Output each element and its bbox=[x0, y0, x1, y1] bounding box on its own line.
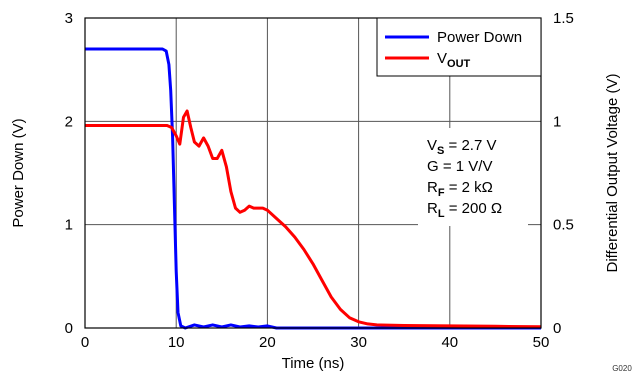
plot-frame bbox=[84, 17, 542, 329]
y-tick-label-left: 0 bbox=[65, 320, 73, 337]
legend-label-main: Power Down bbox=[437, 29, 522, 46]
y-tick-label-right: 1.5 bbox=[553, 10, 574, 27]
x-tick-label: 0 bbox=[81, 334, 89, 351]
y-tick-label-right: 0 bbox=[553, 320, 561, 337]
annotation-line-0: VS = 2.7 V bbox=[427, 137, 496, 157]
annotation-line-2: RF = 2 kΩ bbox=[427, 179, 493, 199]
x-tick-label: 40 bbox=[441, 334, 458, 351]
annotation-rest: = 2 kΩ bbox=[445, 179, 493, 196]
y-tick-label-left: 1 bbox=[65, 217, 73, 234]
legend: Power Down VOUT bbox=[376, 17, 542, 77]
series-line-1 bbox=[85, 109, 542, 329]
figure-code: G020 bbox=[612, 364, 632, 373]
y-tick-label-right: 1 bbox=[553, 113, 561, 130]
legend-box bbox=[376, 17, 542, 77]
y-axis-label-left: Power Down (V) bbox=[10, 118, 27, 227]
x-tick-label: 20 bbox=[259, 334, 276, 351]
annotation-line-3: RL = 200 Ω bbox=[427, 200, 502, 220]
annotation-main: V bbox=[427, 137, 437, 154]
x-tick-label: 30 bbox=[350, 334, 367, 351]
y-axis-label-right: Differential Output Voltage (V) bbox=[604, 73, 621, 272]
annotation-main: R bbox=[427, 200, 438, 217]
y-tick-label-right: 0.5 bbox=[553, 217, 574, 234]
y-tick-label-left: 3 bbox=[65, 10, 73, 27]
annotation-rest: = 2.7 V bbox=[444, 137, 496, 154]
annotation-subscript: F bbox=[438, 187, 445, 199]
annotation-main: G = 1 V/V bbox=[427, 158, 492, 175]
legend-label-subscript: OUT bbox=[447, 58, 471, 70]
x-tick-label: 10 bbox=[168, 334, 185, 351]
annotation-main: R bbox=[427, 179, 438, 196]
x-axis-label: Time (ns) bbox=[282, 355, 345, 372]
annotation-line-1: G = 1 V/V bbox=[427, 158, 492, 175]
legend-label-main: V bbox=[437, 50, 447, 67]
annotation-subscript: S bbox=[437, 145, 444, 157]
annotation-background bbox=[418, 128, 528, 226]
y-tick-label-left: 2 bbox=[65, 113, 73, 130]
legend-label-1: VOUT bbox=[437, 50, 471, 70]
annotation-subscript: L bbox=[438, 208, 445, 220]
annotation-rest: = 200 Ω bbox=[445, 200, 503, 217]
x-tick-label: 50 bbox=[533, 334, 550, 351]
legend-label-0: Power Down bbox=[437, 29, 522, 46]
